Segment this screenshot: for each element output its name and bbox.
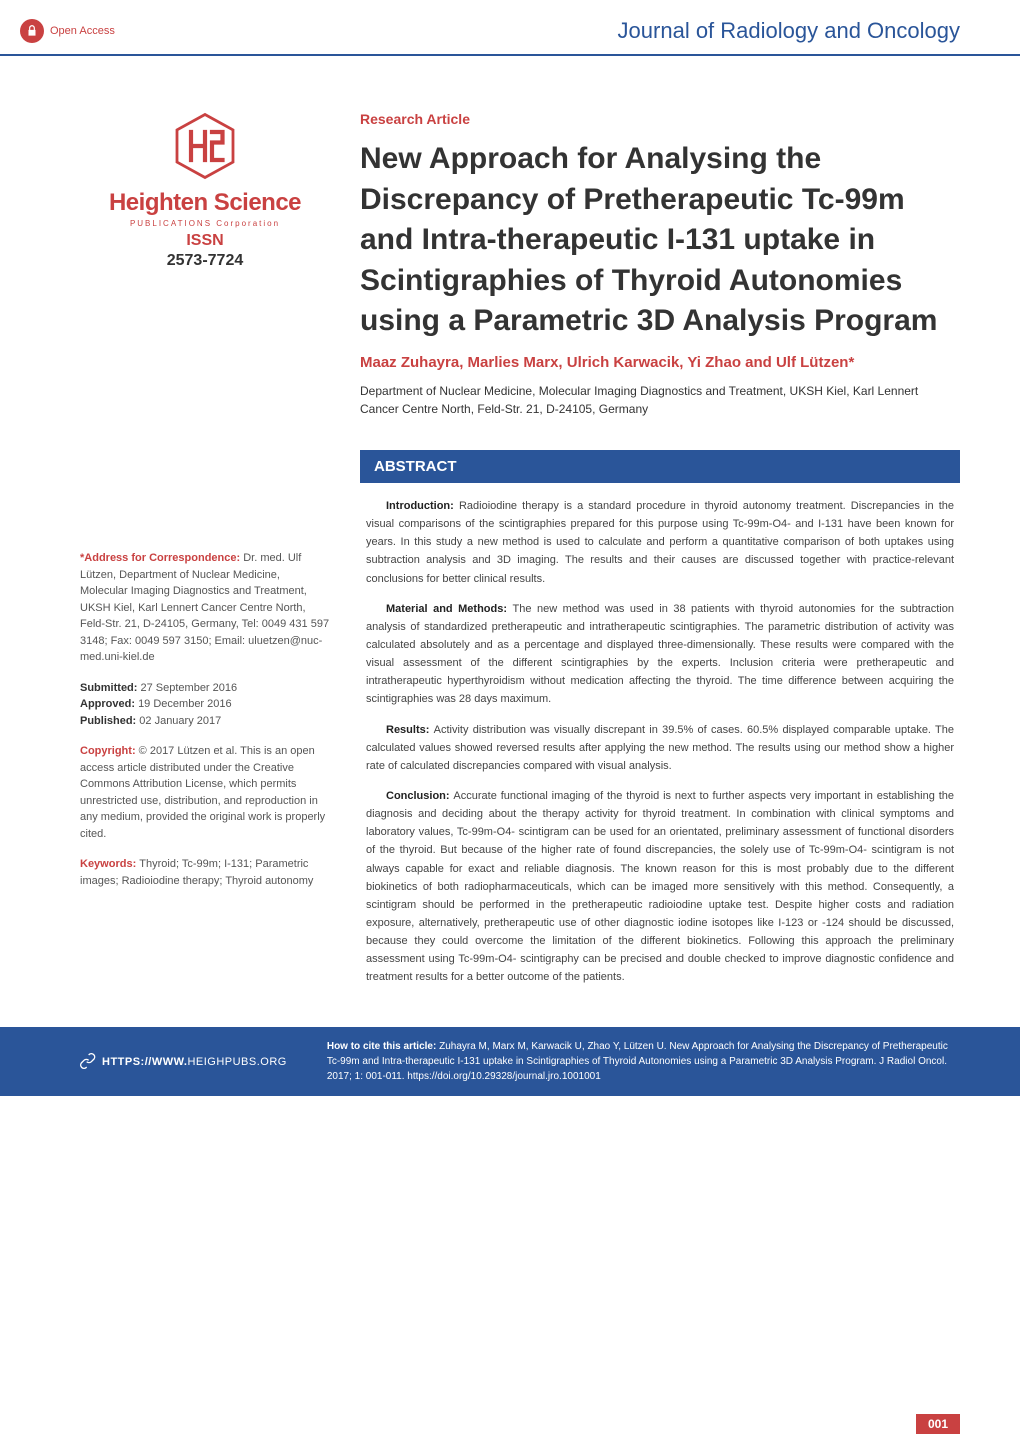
link-icon [80, 1053, 96, 1072]
copyright-block: Copyright: © 2017 Lützen et al. This is … [80, 743, 330, 842]
authors: Maaz Zuhayra, Marlies Marx, Ulrich Karwa… [360, 352, 960, 375]
conclusion-text: Accurate functional imaging of the thyro… [366, 790, 954, 983]
submitted-date: 27 September 2016 [141, 682, 238, 694]
approved-label: Approved: [80, 698, 138, 710]
open-access-label: Open Access [50, 25, 115, 37]
open-access-icon [20, 19, 44, 43]
correspondence-text: Dr. med. Ulf Lützen, Department of Nucle… [80, 552, 329, 663]
publisher-subtitle: PUBLICATIONS Corporation [80, 219, 330, 228]
dates-block: Submitted: 27 September 2016 Approved: 1… [80, 680, 330, 730]
footer-url[interactable]: HTTPS://WWW.HEIGHPUBS.ORG [80, 1039, 287, 1072]
page-number: 001 [916, 1414, 960, 1434]
correspondence-label: *Address for Correspondence: [80, 552, 243, 564]
abstract-conclusion: Conclusion: Accurate functional imaging … [366, 787, 954, 987]
footer-bar: HTTPS://WWW.HEIGHPUBS.ORG How to cite th… [0, 1027, 1020, 1096]
copyright-label: Copyright: [80, 745, 139, 757]
results-label: Results: [386, 724, 434, 736]
conclusion-label: Conclusion: [386, 790, 453, 802]
abstract-results: Results: Activity distribution was visua… [366, 721, 954, 775]
published-date: 02 January 2017 [139, 715, 221, 727]
approved-date: 19 December 2016 [138, 698, 232, 710]
copyright-text: © 2017 Lützen et al. This is an open acc… [80, 745, 325, 840]
top-bar: Open Access Journal of Radiology and Onc… [0, 0, 1020, 56]
journal-title: Journal of Radiology and Oncology [618, 18, 960, 44]
publisher-name: Heighten Science [80, 189, 330, 217]
article-type: Research Article [360, 111, 960, 127]
correspondence-block: *Address for Correspondence: Dr. med. Ul… [80, 550, 330, 666]
open-access-badge: Open Access [20, 19, 115, 43]
published-label: Published: [80, 715, 139, 727]
citation-block: How to cite this article: Zuhayra M, Mar… [327, 1039, 960, 1084]
publisher-logo-block: Heighten Science PUBLICATIONS Corporatio… [80, 111, 330, 270]
url-prefix: HTTPS://WWW. [102, 1056, 187, 1068]
heighten-science-icon [170, 111, 240, 181]
sidebar-metadata: *Address for Correspondence: Dr. med. Ul… [80, 550, 330, 889]
abstract-heading: ABSTRACT [360, 450, 960, 483]
abstract-methods: Material and Methods: The new method was… [366, 600, 954, 709]
article-title: New Approach for Analysing the Discrepan… [360, 139, 960, 342]
abstract-section: ABSTRACT Introduction: Radioiodine thera… [360, 450, 960, 987]
intro-label: Introduction: [386, 500, 459, 512]
affiliation: Department of Nuclear Medicine, Molecula… [360, 382, 960, 418]
methods-label: Material and Methods: [386, 603, 513, 615]
abstract-body: Introduction: Radioiodine therapy is a s… [360, 497, 960, 987]
issn-label: ISSN [80, 232, 330, 250]
keywords-block: Keywords: Thyroid; Tc-99m; I-131; Parame… [80, 856, 330, 889]
keywords-label: Keywords: [80, 858, 139, 870]
submitted-label: Submitted: [80, 682, 141, 694]
cite-label: How to cite this article: [327, 1041, 439, 1052]
issn-value: 2573-7724 [80, 252, 330, 270]
intro-text: Radioiodine therapy is a standard proced… [366, 500, 954, 585]
abstract-introduction: Introduction: Radioiodine therapy is a s… [366, 497, 954, 588]
results-text: Activity distribution was visually discr… [366, 724, 954, 772]
url-main: HEIGHPUBS.ORG [187, 1056, 286, 1068]
methods-text: The new method was used in 38 patients w… [366, 603, 954, 706]
